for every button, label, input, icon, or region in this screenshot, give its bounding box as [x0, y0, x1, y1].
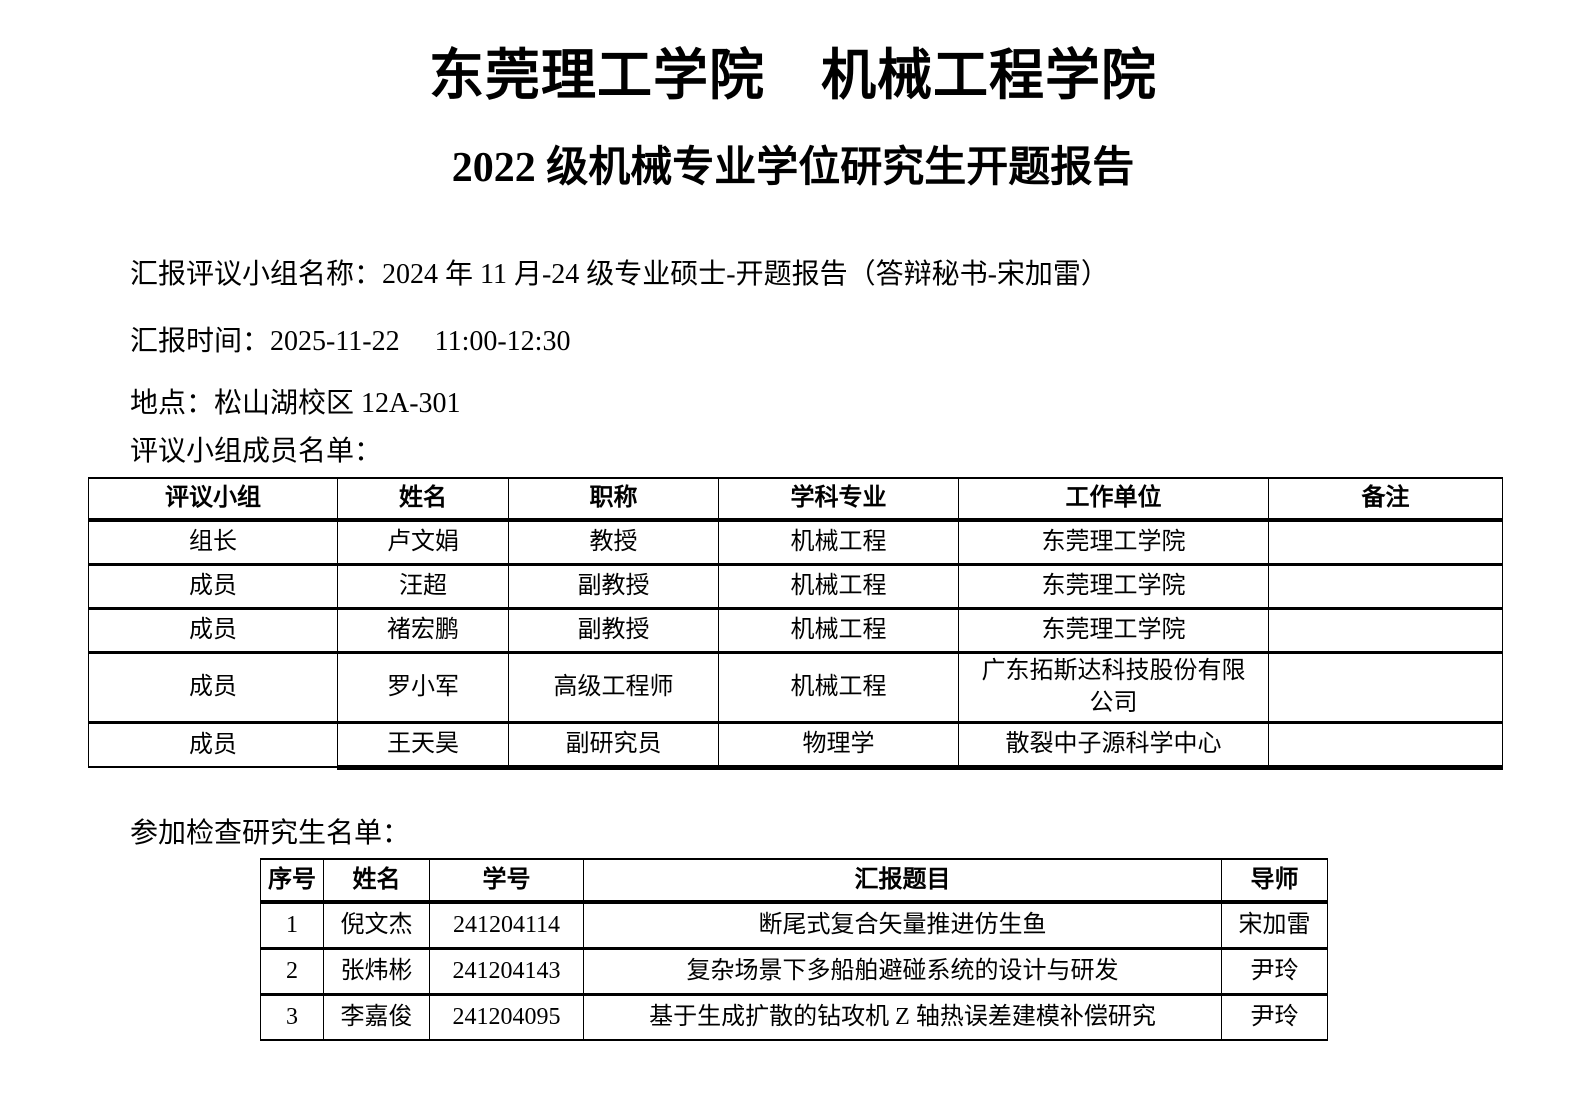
column-header: 工作单位 — [958, 477, 1269, 522]
table-cell: 3 — [260, 992, 324, 1041]
table-cell — [1268, 651, 1503, 724]
table-cell: 倪文杰 — [323, 900, 430, 950]
table-cell: 成员 — [88, 720, 338, 769]
students-header-row: 序号 姓名 学号 汇报题目 导师 — [260, 857, 1328, 904]
column-header: 汇报题目 — [583, 857, 1222, 904]
table-cell — [1268, 607, 1503, 654]
table-cell: 教授 — [508, 518, 719, 566]
table-row: 组长 卢文娟 教授 机械工程 东莞理工学院 — [88, 518, 1503, 566]
table-row: 成员 褚宏鹏 副教授 机械工程 东莞理工学院 — [88, 607, 1503, 654]
table-cell: 副教授 — [508, 607, 719, 654]
table-cell: 241204114 — [429, 900, 584, 950]
table-cell: 尹玲 — [1221, 946, 1328, 996]
table-cell: 2 — [260, 946, 324, 996]
table-cell: 罗小军 — [337, 651, 509, 724]
column-header: 姓名 — [337, 477, 509, 522]
column-header: 学科专业 — [718, 477, 959, 522]
column-header: 序号 — [260, 857, 324, 904]
column-header: 导师 — [1221, 857, 1328, 904]
students-list-label: 参加检查研究生名单： — [130, 817, 411, 849]
table-cell: 东莞理工学院 — [958, 607, 1269, 654]
table-cell: 汪超 — [337, 563, 509, 610]
table-cell: 机械工程 — [718, 607, 959, 654]
report-time-line: 汇报时间：2025-11-22 11:00-12:30 — [130, 326, 571, 357]
table-cell: 成员 — [88, 651, 338, 724]
column-header: 姓名 — [323, 857, 430, 904]
committee-table: 评议小组 姓名 职称 学科专业 工作单位 备注 组长 卢文娟 教授 机械工程 东莞理工学院 成员 汪超… — [88, 477, 1503, 770]
table-cell: 褚宏鹏 — [337, 607, 509, 654]
committee-list-label: 评议小组成员名单： — [130, 436, 383, 467]
students-table: 序号 姓名 学号 汇报题目 导师 1 倪文杰 241204114 断尾式复合矢量推进仿生鱼 宋加… — [260, 857, 1328, 1041]
table-cell: 机械工程 — [718, 518, 959, 566]
column-header: 备注 — [1268, 477, 1503, 522]
table-cell — [1268, 563, 1503, 610]
table-cell: 高级工程师 — [508, 651, 719, 724]
table-cell — [1268, 720, 1503, 770]
document-title: 东莞理工学院 机械工程学院 — [428, 45, 1157, 106]
table-cell: 物理学 — [718, 720, 959, 770]
table-row: 成员 汪超 副教授 机械工程 东莞理工学院 — [88, 563, 1503, 610]
table-cell: 成员 — [88, 563, 338, 610]
table-cell: 复杂场景下多船舶避碰系统的设计与研发 — [583, 946, 1222, 996]
table-row: 成员 罗小军 高级工程师 机械工程 广东拓斯达科技股份有限公司 — [88, 651, 1503, 724]
table-cell — [1268, 518, 1503, 566]
document-subtitle: 2022 级机械专业学位研究生开题报告 — [451, 145, 1135, 191]
column-header: 职称 — [508, 477, 719, 522]
table-cell: 1 — [260, 900, 324, 950]
table-cell: 241204095 — [429, 992, 584, 1041]
table-cell: 散裂中子源科学中心 — [958, 720, 1269, 770]
table-cell: 组长 — [88, 518, 338, 566]
table-row: 1 倪文杰 241204114 断尾式复合矢量推进仿生鱼 宋加雷 — [260, 900, 1328, 950]
table-cell: 卢文娟 — [337, 518, 509, 566]
table-cell: 张炜彬 — [323, 946, 430, 996]
panel-name-line: 汇报评议小组名称：2024 年 11 月-24 级专业硕士-开题报告（答辩秘书-… — [130, 259, 1109, 290]
table-row: 2 张炜彬 241204143 复杂场景下多船舶避碰系统的设计与研发 尹玲 — [260, 946, 1328, 996]
table-cell: 机械工程 — [718, 563, 959, 610]
table-cell: 王天昊 — [337, 720, 509, 770]
table-cell: 241204143 — [429, 946, 584, 996]
committee-header-row: 评议小组 姓名 职称 学科专业 工作单位 备注 — [88, 477, 1503, 522]
table-cell: 李嘉俊 — [323, 992, 430, 1041]
column-header: 学号 — [429, 857, 584, 904]
column-header: 评议小组 — [88, 477, 338, 522]
table-cell: 基于生成扩散的钻攻机 Z 轴热误差建模补偿研究 — [583, 992, 1222, 1041]
table-cell: 宋加雷 — [1221, 900, 1328, 950]
location-line: 地点：松山湖校区 12A-301 — [130, 388, 461, 419]
table-cell: 东莞理工学院 — [958, 563, 1269, 610]
table-cell: 尹玲 — [1221, 992, 1328, 1041]
table-cell: 断尾式复合矢量推进仿生鱼 — [583, 900, 1222, 950]
table-cell: 东莞理工学院 — [958, 518, 1269, 566]
table-row: 3 李嘉俊 241204095 基于生成扩散的钻攻机 Z 轴热误差建模补偿研究 尹玲 — [260, 992, 1328, 1041]
table-cell: 成员 — [88, 607, 338, 654]
table-cell: 副教授 — [508, 563, 719, 610]
table-cell: 副研究员 — [508, 720, 719, 770]
table-cell: 广东拓斯达科技股份有限公司 — [958, 651, 1269, 724]
table-row: 成员 王天昊 副研究员 物理学 散裂中子源科学中心 — [88, 720, 1503, 770]
table-cell: 机械工程 — [718, 651, 959, 724]
